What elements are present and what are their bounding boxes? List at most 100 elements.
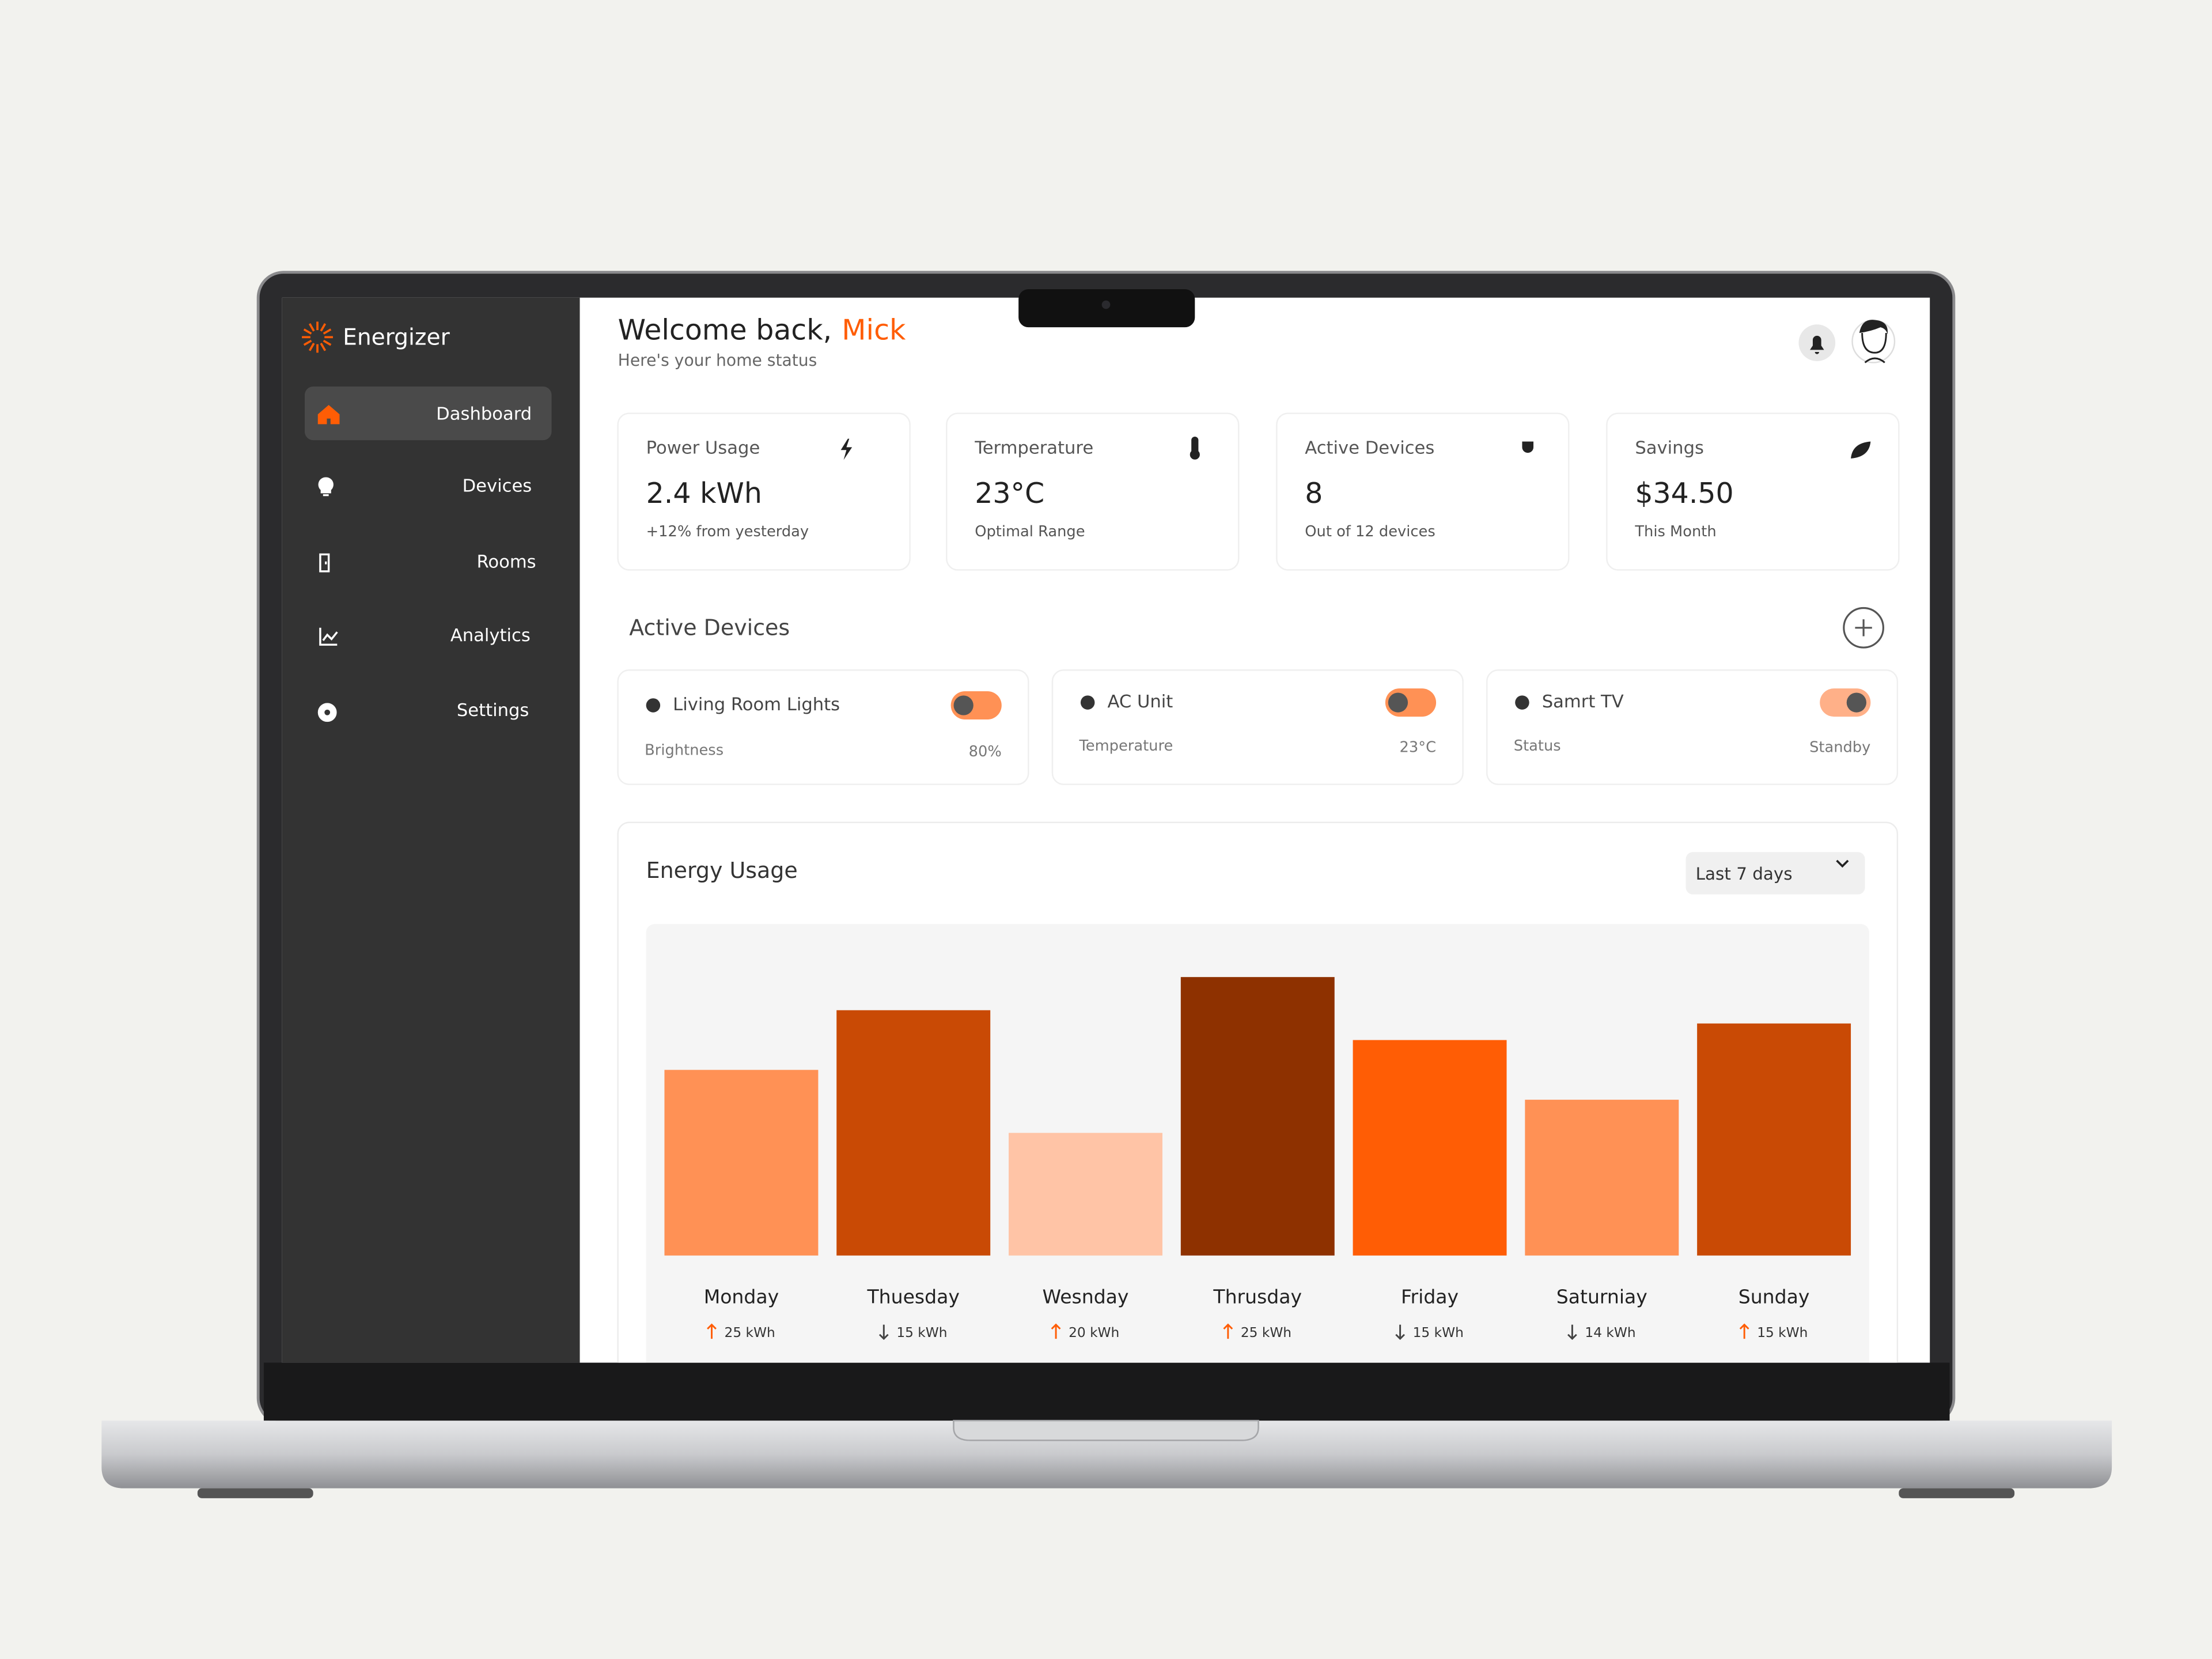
logo-ray: [320, 342, 327, 351]
x-tick-label: Thuesday: [867, 1286, 960, 1308]
stat-title: Active Devices: [1305, 438, 1434, 458]
trend-arrow: [1051, 1323, 1061, 1339]
x-tick-label: Thrusday: [1213, 1286, 1302, 1308]
usage-label: 25 kWh: [1241, 1325, 1291, 1340]
base-notch: [953, 1419, 1259, 1441]
stat-cards: Power Usage 2.4 kWh +12% from yesterday Ter…: [617, 412, 1900, 571]
toggle[interactable]: [1385, 688, 1437, 717]
logo-ray: [303, 328, 312, 335]
nav-item[interactable]: Settings: [317, 700, 529, 722]
card-bg: [946, 412, 1240, 571]
x-tick-label: Friday: [1401, 1286, 1459, 1308]
stat-card: Savings $34.50 This Month: [1606, 412, 1900, 571]
nav-icon: [318, 477, 334, 497]
bar: [1180, 977, 1335, 1256]
nav-icon-hole: [324, 709, 331, 715]
logo-ray: [320, 323, 327, 332]
device-icon: [1515, 695, 1529, 710]
logo-ray: [303, 339, 312, 346]
card-bg: [1276, 412, 1570, 571]
nav-item[interactable]: Analytics: [319, 626, 531, 646]
add-device-button[interactable]: [1843, 607, 1884, 649]
card-bg: [617, 412, 911, 571]
device-value: 80%: [969, 743, 1002, 760]
bell-icon: [1810, 335, 1824, 354]
stat-icon: [840, 438, 853, 460]
device-card: Living Room Lights Brightness 80%: [617, 669, 1029, 785]
usage-label: 14 kWh: [1585, 1325, 1635, 1340]
x-tick-label: Saturniay: [1556, 1286, 1647, 1308]
toggle-knob: [953, 695, 974, 715]
nav-label: Devices: [463, 476, 532, 496]
nav-active-bg: [304, 387, 552, 441]
bar: [836, 1010, 991, 1256]
chart-title: Energy Usage: [646, 858, 798, 883]
stat-title: Savings: [1635, 438, 1704, 458]
stat-card: Termperature 23°C Optimal Range: [946, 412, 1240, 571]
usage-label: 15 kWh: [1413, 1325, 1464, 1340]
range-dropdown[interactable]: [1685, 852, 1865, 895]
usage-label: 20 kWh: [1069, 1325, 1119, 1340]
trend-arrow: [707, 1323, 717, 1339]
foot: [1899, 1488, 2015, 1498]
toggle[interactable]: [950, 691, 1002, 719]
nav-item[interactable]: Devices: [318, 476, 532, 497]
nav-label: Settings: [457, 700, 529, 721]
device-label: Temperature: [1078, 737, 1173, 755]
trend-arrow: [1395, 1324, 1405, 1340]
trend-arrow: [1567, 1324, 1577, 1340]
nav-item[interactable]: Rooms: [319, 552, 536, 573]
stat-icon: [1190, 437, 1200, 460]
stat-icon: [1522, 438, 1534, 459]
logo-ray: [308, 323, 315, 332]
bars: Monday 25 kWh Thuesday 15 kWh Wesnday 20 kWh T…: [664, 977, 1851, 1340]
stat-value: 2.4 kWh: [646, 477, 762, 510]
subtitle: Here's your home status: [618, 351, 817, 370]
device-value: Standby: [1809, 738, 1870, 756]
foot: [197, 1488, 313, 1498]
stat-note: Optimal Range: [975, 523, 1085, 540]
toggle-knob: [1846, 692, 1866, 713]
usage-label: 25 kWh: [725, 1325, 775, 1340]
logo-ray: [323, 339, 332, 346]
trend-arrow: [878, 1324, 889, 1340]
nav-icon: [319, 627, 338, 646]
stat-card: Power Usage 2.4 kWh +12% from yesterday: [617, 412, 911, 571]
toggle-knob: [1388, 692, 1408, 713]
nav-label: Dashboard: [436, 404, 532, 425]
device-icon: [646, 698, 661, 713]
bar: [1697, 1023, 1851, 1256]
device-name: Samrt TV: [1542, 692, 1624, 712]
device-name: AC Unit: [1107, 692, 1173, 712]
nav: Dashboard Devices Rooms Analytics Settings: [317, 404, 536, 722]
card-bg: [617, 669, 1029, 785]
welcome: Welcome back, Mick: [618, 313, 906, 346]
bar: [1353, 1040, 1507, 1256]
avatar[interactable]: [1851, 319, 1896, 363]
device-name: Living Room Lights: [673, 695, 840, 715]
section-title: Active Devices: [629, 615, 790, 641]
stat-card: Active Devices 8 Out of 12 devices: [1276, 412, 1570, 571]
x-tick-label: Wesnday: [1042, 1286, 1128, 1308]
usage-label: 15 kWh: [1757, 1325, 1808, 1340]
device-label: Brightness: [645, 741, 724, 759]
nav-item[interactable]: Dashboard: [317, 404, 532, 425]
stat-value: 8: [1305, 477, 1323, 510]
card-bg: [1486, 669, 1899, 785]
stat-note: Out of 12 devices: [1305, 523, 1435, 540]
device-card: AC Unit Temperature 23°C: [1051, 669, 1464, 785]
nav-icon: [317, 405, 340, 425]
nav-icon: [319, 553, 330, 573]
toggle[interactable]: [1820, 688, 1871, 717]
stat-title: Power Usage: [646, 438, 760, 458]
x-tick-label: Monday: [704, 1286, 779, 1308]
bar: [1009, 1132, 1162, 1256]
device-label: Status: [1514, 737, 1561, 755]
card-bg: [1606, 412, 1900, 571]
stat-title: Termperature: [974, 438, 1093, 458]
range-label: Last 7 days: [1696, 864, 1793, 884]
bezel-bottom-cover: [263, 1362, 1950, 1421]
camera: [1101, 300, 1111, 309]
logo-ray: [323, 328, 332, 335]
